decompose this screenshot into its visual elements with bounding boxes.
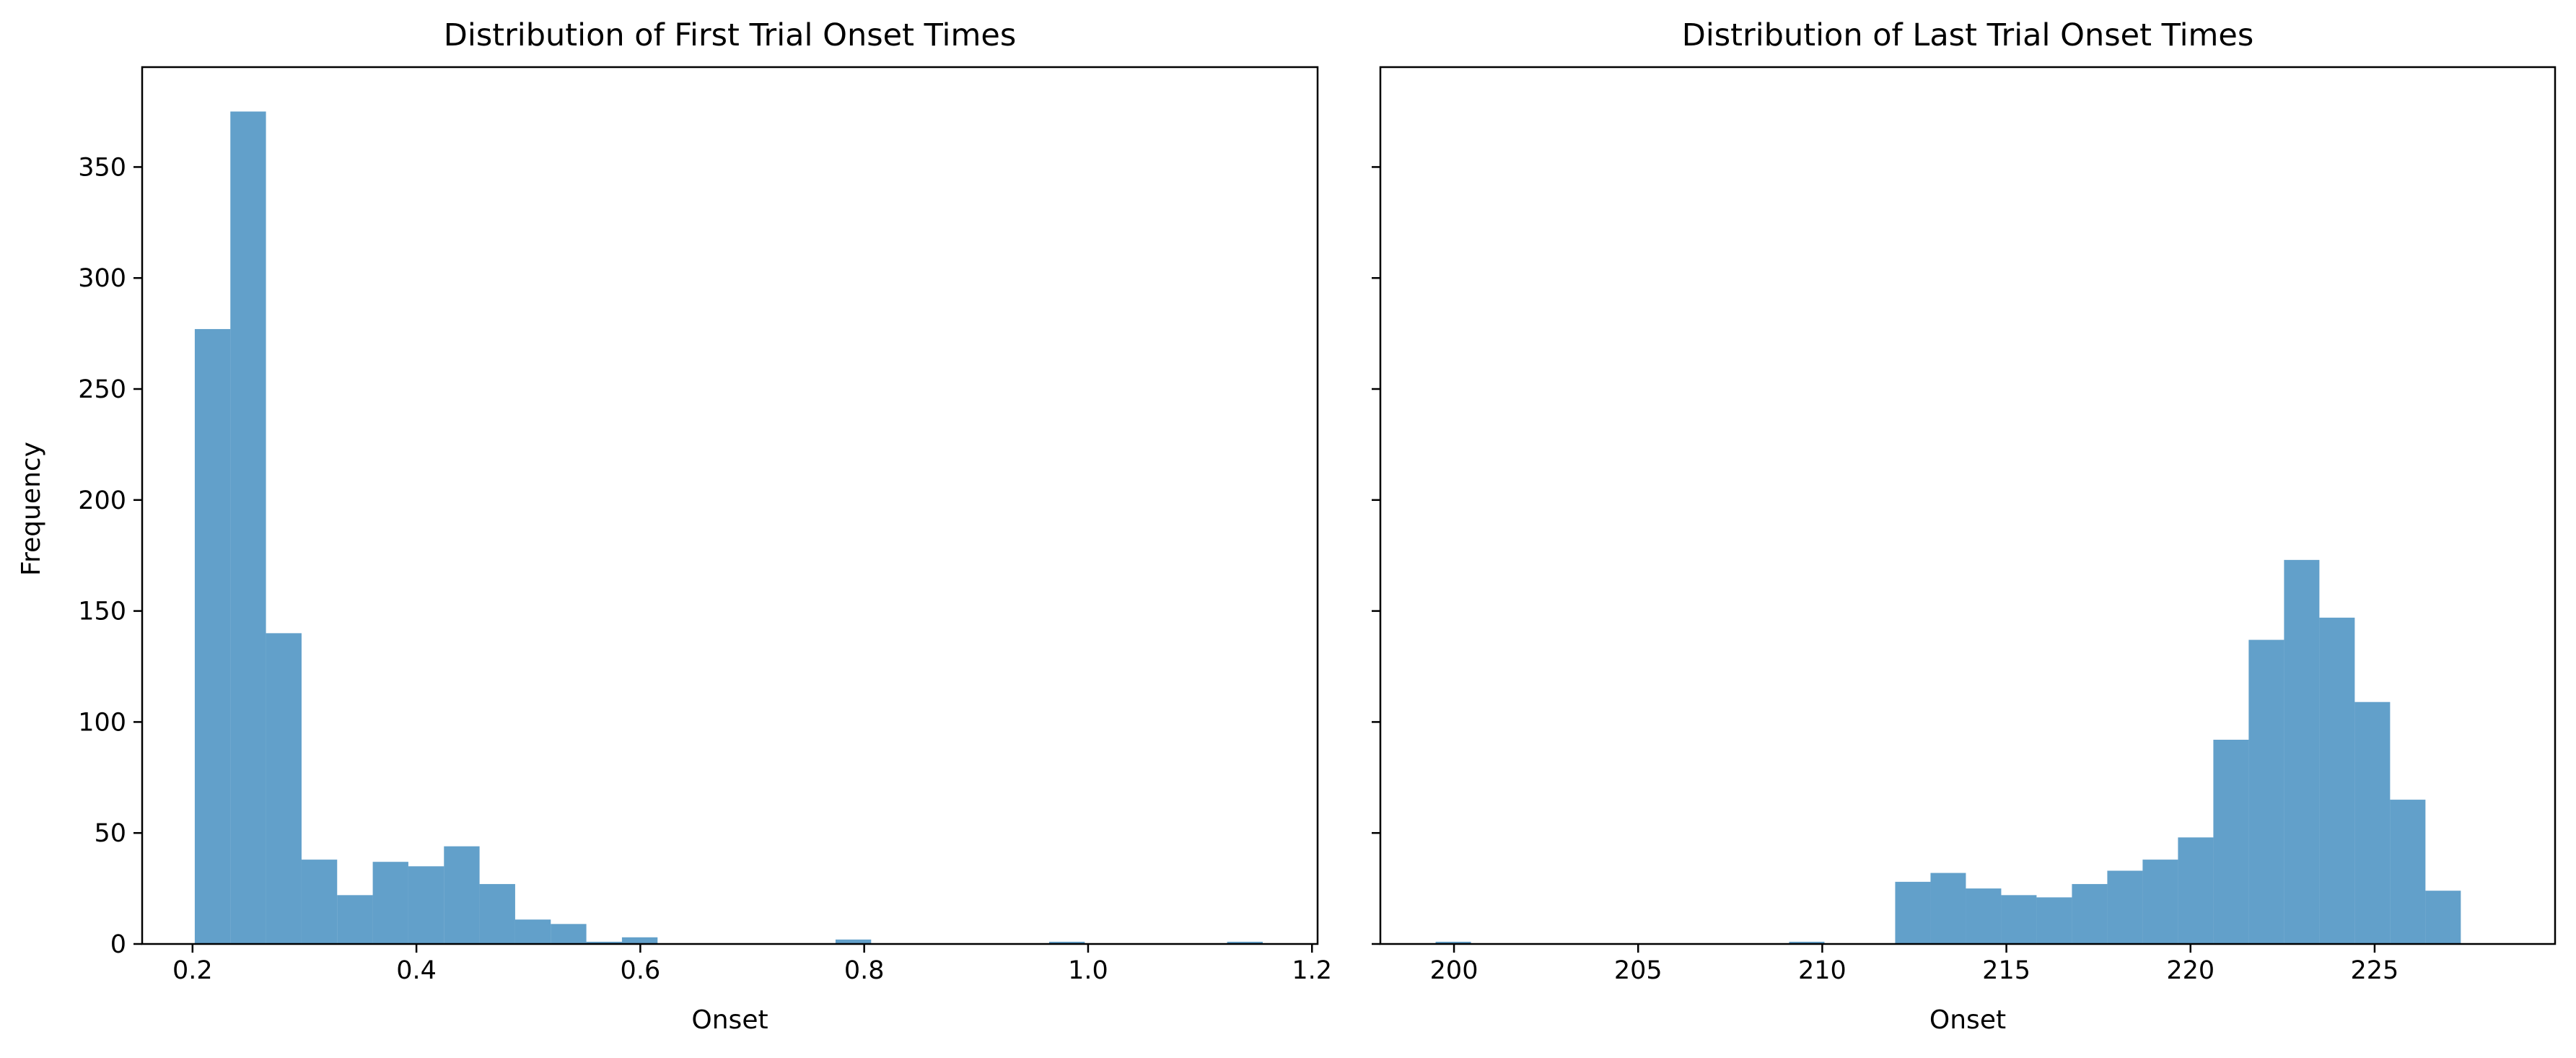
histogram-bar (621, 937, 658, 944)
histogram-bar (1435, 941, 1471, 944)
histogram-bar (2213, 740, 2249, 944)
chart-title: Distribution of First Trial Onset Times (444, 17, 1016, 53)
histogram-bar (1930, 873, 1966, 944)
histogram-bar (514, 919, 551, 944)
histogram-bar (551, 924, 587, 944)
histogram-bar (2390, 800, 2426, 944)
histogram-bar (1966, 888, 2002, 944)
x-tick-label: 210 (1798, 956, 1846, 985)
histogram-bar (337, 895, 373, 944)
histogram-bar (372, 862, 408, 944)
axes-frame (141, 66, 1319, 945)
histogram-bar (2036, 897, 2072, 944)
y-tick-label: 0 (110, 930, 126, 959)
x-axis-label: Onset (691, 1005, 768, 1035)
x-tick-label: 220 (2166, 956, 2214, 985)
y-tick-label: 50 (94, 819, 126, 848)
histogram-bar (266, 633, 302, 944)
x-tick-label: 205 (1614, 956, 1662, 985)
histogram-bar (1048, 941, 1085, 944)
histogram-bar (2142, 860, 2178, 944)
histogram-bar (2319, 617, 2355, 944)
histogram-bar (301, 860, 338, 944)
chart-panel-2: 200 205 210 215 220 225 Distribution of Last T… (1372, 17, 2557, 1035)
histogram-bar (835, 939, 872, 944)
chart-title: Distribution of Last Trial Onset Times (1682, 17, 2254, 53)
x-tick-label: 215 (1982, 956, 2030, 985)
histogram-bar (444, 846, 480, 944)
x-tick-label: 1.2 (1292, 956, 1332, 985)
histogram-bar (2107, 870, 2143, 944)
x-tick-label: 200 (1430, 956, 1478, 985)
histogram-bar (2354, 701, 2391, 944)
y-axis-label: Frequency (17, 442, 46, 576)
y-tick-label: 200 (78, 486, 126, 515)
x-tick-label: 0.4 (396, 956, 437, 985)
x-tick-label: 1.0 (1068, 956, 1108, 985)
histogram-bar (1227, 941, 1263, 944)
histogram-bar (1895, 881, 1931, 944)
x-tick-label: 0.8 (844, 956, 885, 985)
histogram-bar (194, 328, 231, 945)
y-tick-label: 300 (78, 264, 126, 293)
axes-frame (1379, 66, 2557, 945)
y-tick-label: 350 (78, 153, 126, 182)
histogram-bar (2001, 895, 2037, 944)
histogram-bar (230, 111, 266, 944)
y-tick-label: 250 (78, 375, 126, 404)
chart-panel-1: 0.2 0.4 0.6 0.8 1.0 1.2 0 50 100 150 200 250 300 350 D… (78, 17, 1332, 1035)
x-axis-label: Onset (1929, 1005, 2006, 1035)
histogram-bar (2248, 639, 2284, 944)
histogram-bar (2284, 559, 2320, 944)
histogram-bar (2178, 837, 2214, 944)
histogram-bar (2072, 883, 2108, 944)
x-tick-label: 225 (2351, 956, 2399, 985)
histogram-bar (1789, 941, 1825, 944)
histogram-bar (479, 883, 515, 944)
panels: 0.2 0.4 0.6 0.8 1.0 1.2 0 50 100 150 200 250 300 350 D… (78, 17, 2557, 1035)
histogram-bar (408, 866, 444, 944)
y-tick-label: 100 (78, 708, 126, 737)
x-tick-label: 0.6 (621, 956, 661, 985)
x-tick-label: 0.2 (172, 956, 213, 985)
histogram-bar (586, 941, 622, 944)
histogram-bar (2425, 891, 2461, 944)
y-tick-label: 150 (78, 598, 126, 626)
